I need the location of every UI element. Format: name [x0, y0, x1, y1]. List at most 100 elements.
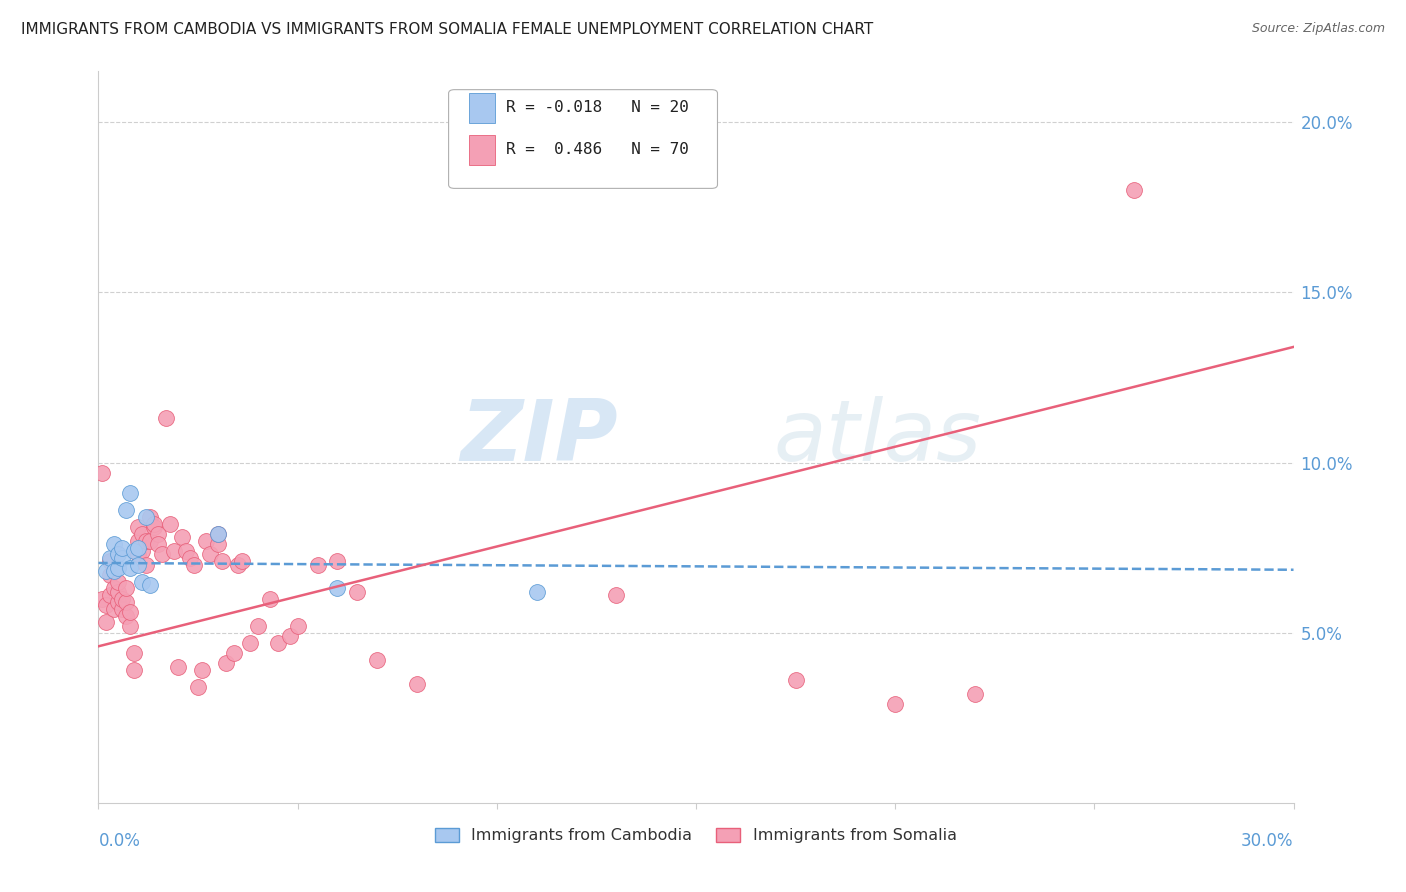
Text: ZIP: ZIP: [461, 395, 619, 479]
Point: [98, 567, 122, 582]
Point: [148, 527, 170, 541]
Point: [139, 510, 162, 524]
Point: [207, 537, 229, 551]
Text: R = -0.018   N = 20: R = -0.018 N = 20: [506, 101, 689, 115]
Point: [124, 663, 146, 677]
Point: [98, 588, 122, 602]
Text: Source: ZipAtlas.com: Source: ZipAtlas.com: [1251, 22, 1385, 36]
Point: [148, 537, 170, 551]
Text: 30.0%: 30.0%: [1241, 832, 1294, 850]
Point: [179, 550, 201, 565]
Legend: Immigrants from Cambodia, Immigrants from Somalia: Immigrants from Cambodia, Immigrants fro…: [429, 822, 963, 850]
Point: [195, 533, 218, 548]
Point: [135, 533, 157, 548]
Point: [103, 582, 125, 596]
Point: [127, 558, 149, 572]
Point: [198, 548, 221, 562]
Point: [605, 588, 627, 602]
Point: [115, 582, 138, 596]
Point: [124, 646, 146, 660]
Point: [183, 558, 205, 572]
Point: [239, 636, 262, 650]
Point: [155, 411, 177, 425]
Point: [222, 646, 245, 660]
Point: [115, 595, 138, 609]
Point: [150, 548, 173, 562]
Point: [526, 585, 548, 599]
Point: [226, 558, 249, 572]
Point: [124, 544, 146, 558]
Point: [191, 663, 214, 677]
Point: [963, 687, 986, 701]
Point: [326, 554, 349, 568]
Point: [159, 516, 181, 531]
Point: [127, 548, 149, 562]
Point: [111, 591, 134, 606]
Point: [115, 608, 138, 623]
Point: [307, 558, 329, 572]
Point: [211, 554, 233, 568]
Point: [131, 574, 153, 589]
Point: [215, 657, 238, 671]
Point: [278, 629, 301, 643]
Point: [231, 554, 253, 568]
Point: [96, 615, 118, 630]
Point: [406, 677, 429, 691]
Point: [127, 520, 149, 534]
Point: [163, 544, 186, 558]
Point: [139, 533, 162, 548]
Text: 0.0%: 0.0%: [98, 832, 141, 850]
Point: [127, 533, 149, 548]
Bar: [470, 94, 495, 122]
Point: [103, 565, 125, 579]
Point: [172, 531, 194, 545]
Point: [267, 636, 290, 650]
Point: [107, 574, 129, 589]
Point: [120, 486, 142, 500]
Point: [131, 544, 153, 558]
Point: [1123, 183, 1146, 197]
Point: [187, 680, 209, 694]
Point: [207, 527, 229, 541]
Point: [326, 582, 349, 596]
Point: [246, 619, 269, 633]
Point: [287, 619, 309, 633]
Point: [91, 466, 114, 480]
FancyBboxPatch shape: [449, 90, 717, 188]
Point: [111, 541, 134, 555]
Point: [135, 510, 157, 524]
Point: [120, 619, 142, 633]
Point: [167, 659, 190, 673]
Point: [120, 605, 142, 619]
Text: R =  0.486   N = 70: R = 0.486 N = 70: [506, 143, 689, 158]
Text: atlas: atlas: [773, 395, 981, 479]
Point: [127, 541, 149, 555]
Point: [143, 520, 166, 534]
Point: [366, 653, 388, 667]
Point: [135, 558, 157, 572]
Point: [103, 602, 125, 616]
Point: [111, 550, 134, 565]
Point: [107, 585, 129, 599]
Point: [103, 537, 125, 551]
Point: [96, 565, 118, 579]
Point: [115, 503, 138, 517]
Point: [131, 527, 153, 541]
Point: [107, 548, 129, 562]
Point: [785, 673, 807, 688]
Point: [139, 578, 162, 592]
Point: [107, 595, 129, 609]
Point: [98, 554, 122, 568]
Point: [107, 561, 129, 575]
Point: [884, 697, 907, 711]
Text: IMMIGRANTS FROM CAMBODIA VS IMMIGRANTS FROM SOMALIA FEMALE UNEMPLOYMENT CORRELAT: IMMIGRANTS FROM CAMBODIA VS IMMIGRANTS F…: [21, 22, 873, 37]
Point: [207, 527, 229, 541]
Point: [259, 591, 281, 606]
Point: [120, 561, 142, 575]
Point: [91, 591, 114, 606]
Point: [346, 585, 368, 599]
Point: [143, 516, 166, 531]
Point: [174, 544, 197, 558]
Bar: [470, 136, 495, 165]
Y-axis label: Female Unemployment: Female Unemployment: [0, 348, 7, 526]
